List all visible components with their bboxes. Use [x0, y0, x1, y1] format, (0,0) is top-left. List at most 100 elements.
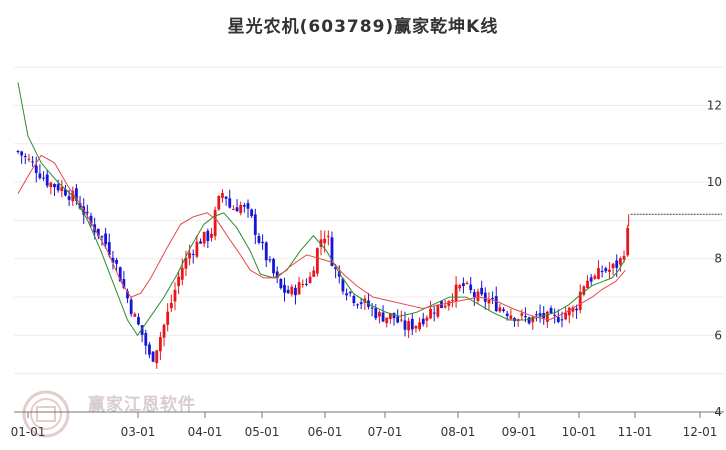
candle-body [191, 253, 195, 255]
candle-body [199, 241, 202, 244]
candle-body [305, 283, 308, 285]
candle-body [261, 241, 265, 244]
candle-body [381, 312, 385, 322]
candle-body [538, 313, 542, 316]
candle-body [126, 291, 129, 299]
y-tick-label: 6 [714, 328, 722, 342]
candle-body [202, 232, 206, 244]
candle-body [560, 319, 564, 321]
candle-body [148, 344, 151, 355]
candle-body [494, 296, 498, 312]
candle-body [96, 228, 100, 236]
x-tick-label: 12-01 [683, 425, 718, 439]
candle-body [396, 316, 400, 323]
candle-body [414, 326, 418, 329]
candle-body [326, 235, 330, 237]
candle-body [472, 292, 476, 298]
candle-body [461, 283, 465, 287]
candle-body [348, 291, 352, 294]
candle-body [370, 307, 374, 309]
x-tick-label: 09-01 [502, 425, 537, 439]
candle-body [535, 314, 538, 316]
candle-body [480, 287, 484, 295]
candle-body [308, 276, 312, 283]
candle-body [586, 280, 589, 289]
candle-body [531, 317, 535, 323]
candle-body [235, 207, 239, 212]
grid [14, 66, 724, 375]
candle-body [549, 307, 553, 314]
last-price-marker [628, 213, 722, 227]
candle-body [250, 209, 254, 217]
candle-body [217, 195, 221, 210]
candle-body [118, 267, 122, 282]
candle-body [520, 313, 524, 316]
candle-body [447, 301, 451, 306]
candle-body [407, 321, 411, 331]
candle-body [34, 165, 38, 174]
candle-body [399, 319, 403, 321]
candle-body [600, 271, 604, 273]
candle-body [330, 237, 334, 266]
candle-body [231, 209, 235, 211]
candle-body [432, 312, 436, 314]
y-tick-label: 10 [707, 175, 722, 189]
candles [16, 149, 630, 369]
candle-body [297, 282, 301, 295]
candle-body [337, 271, 341, 277]
candle-body [60, 187, 64, 192]
candle-body [597, 268, 600, 279]
candle-body [458, 285, 462, 289]
candle-body [487, 299, 491, 304]
candle-body [578, 291, 582, 311]
candle-body [210, 233, 213, 238]
watermark-logo-icon [22, 390, 70, 438]
candle-body [334, 266, 338, 270]
candle-body [502, 309, 505, 311]
candle-body [476, 291, 480, 301]
watermark: 赢家江恩软件 [18, 388, 228, 440]
candle-body [556, 317, 560, 323]
candle-body [388, 313, 392, 319]
x-tick-label: 11-01 [618, 425, 653, 439]
moving-average-lines [17, 82, 626, 337]
candle-body [323, 238, 327, 244]
candle-body [115, 259, 118, 264]
x-tick-label: 04-01 [188, 425, 223, 439]
candle-body [465, 283, 469, 285]
candle-body [524, 316, 527, 318]
candle-body [45, 174, 49, 186]
candle-body [224, 196, 228, 199]
candle-body [49, 182, 53, 188]
x-tick-label: 08-01 [441, 425, 476, 439]
candle-body [352, 295, 356, 304]
candle-body [315, 248, 319, 274]
candle-body [268, 259, 272, 261]
candle-body [140, 325, 144, 335]
candle-body [294, 287, 297, 296]
candle-body [206, 230, 210, 242]
candle-body [133, 313, 137, 317]
candle-body [403, 320, 407, 330]
candle-body [359, 302, 363, 305]
candle-body [188, 252, 191, 259]
candle-body [509, 315, 513, 319]
candle-body [608, 269, 611, 272]
candle-body [553, 314, 557, 316]
candle-body [221, 193, 224, 198]
candle-body [571, 307, 575, 312]
candle-body [107, 242, 111, 256]
candle-body [20, 151, 24, 156]
candle-body [184, 257, 188, 269]
x-tick-label: 07-01 [368, 425, 403, 439]
candle-body [622, 255, 626, 260]
candle-body [122, 279, 126, 288]
y-tick-label: 8 [714, 252, 722, 266]
candle-body [564, 312, 568, 320]
candle-body [264, 242, 268, 261]
x-tick-label: 10-01 [562, 425, 597, 439]
candle-body [593, 275, 597, 279]
candle-body [356, 304, 359, 306]
candle-body [421, 318, 425, 325]
candle-body [618, 258, 622, 265]
